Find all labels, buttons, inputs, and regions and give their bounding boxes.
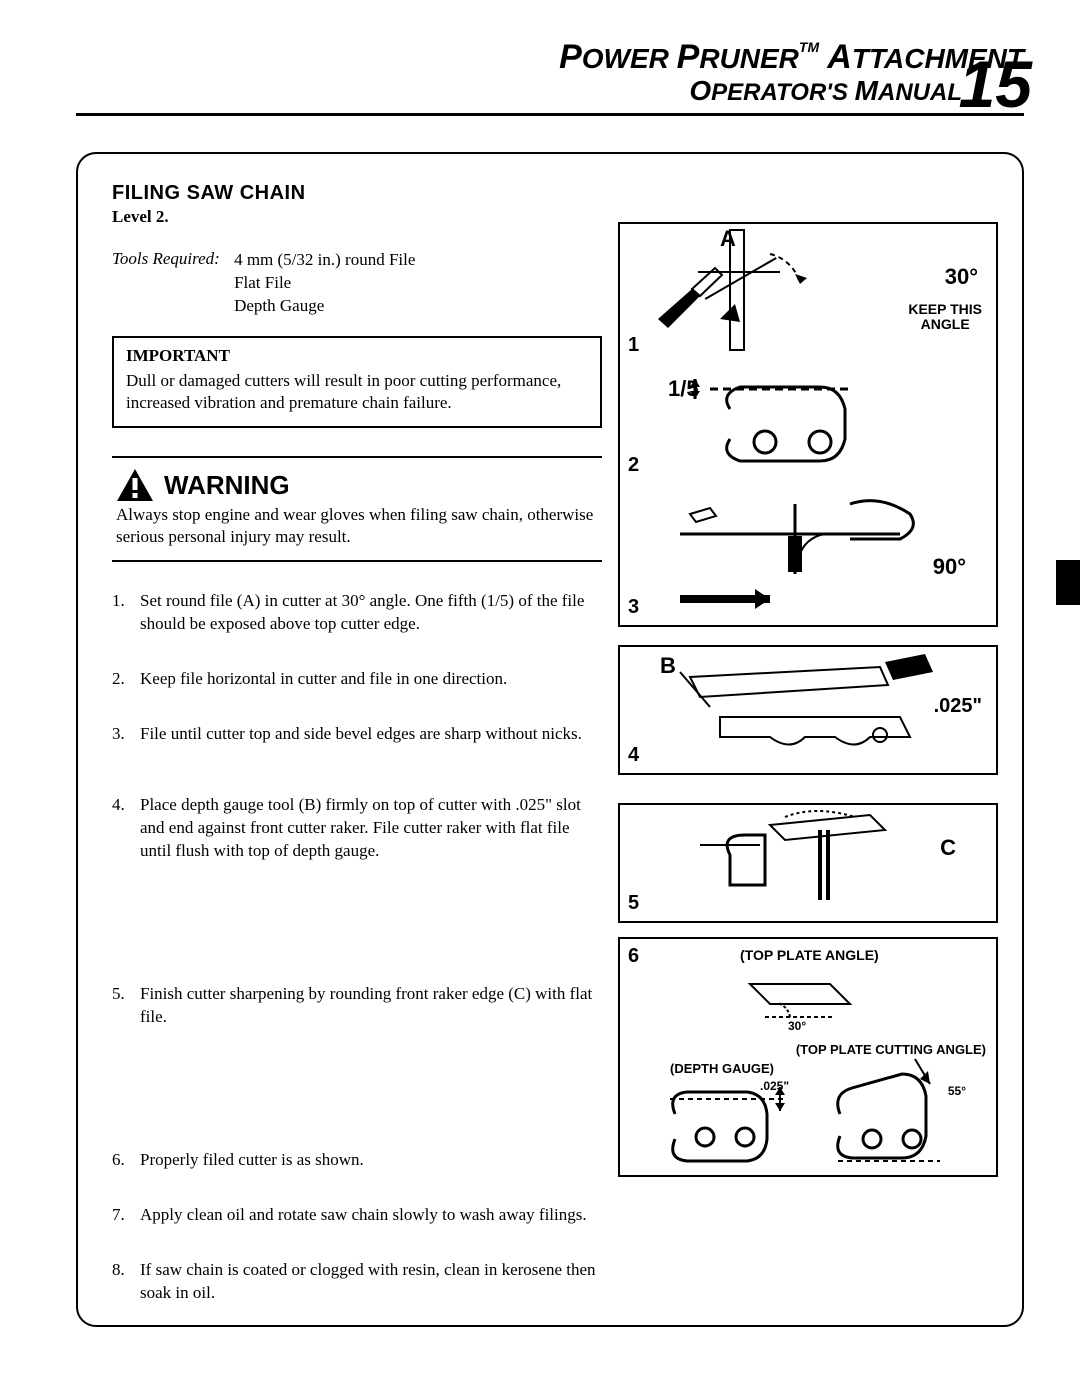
step: Apply clean oil and rotate saw chain slo… [112, 1204, 602, 1227]
warning-head: WARNING [116, 468, 598, 502]
figure-top-plate-angle: (TOP PLATE ANGLE) [740, 947, 879, 963]
steps-list: Set round file (A) in cutter at 30° angl… [112, 590, 602, 1304]
figure-angle-30: 30° [788, 1019, 806, 1033]
figure-top-plate-cutting: (TOP PLATE CUTTING ANGLE) [796, 1042, 986, 1057]
figure-number: 5 [628, 892, 639, 915]
step: If saw chain is coated or clogged with r… [112, 1259, 602, 1305]
step: Finish cutter sharpening by rounding fro… [112, 983, 602, 1029]
header-cap: P [559, 38, 582, 76]
figure-box-5: C 5 [618, 803, 998, 923]
tool-item: 4 mm (5/32 in.) round File [234, 250, 415, 269]
figure-depth-025: .025" [760, 1079, 789, 1093]
tools-required: Tools Required: 4 mm (5/32 in.) round Fi… [112, 249, 602, 318]
header-cap: O [689, 75, 711, 106]
figure-one-fifth: 1/5 [668, 376, 699, 402]
step: Keep file horizontal in cutter and file … [112, 668, 602, 691]
figure-number: 1 [628, 334, 639, 357]
step: Place depth gauge tool (B) firmly on top… [112, 794, 602, 863]
warning-box: WARNING Always stop engine and wear glov… [112, 456, 602, 562]
header-txt: PERATOR'S [711, 79, 855, 106]
tool-item: Flat File [234, 273, 291, 292]
warning-title: WARNING [164, 470, 290, 501]
figure-label-b: B [660, 653, 676, 679]
figure-depth-025: .025" [934, 695, 982, 718]
page-number: 15 [959, 46, 1032, 122]
section-level: Level 2. [112, 207, 602, 227]
figure-box-1-2-3: A 30° KEEP THIS ANGLE 1 1/5 2 90° 3 [618, 222, 998, 627]
figure-box-6: 6 (TOP PLATE ANGLE) 30° (TOP PLATE CUTTI… [618, 937, 998, 1177]
left-column: FILING SAW CHAIN Level 2. Tools Required… [112, 182, 602, 1336]
warning-icon [116, 468, 154, 502]
header-txt: OWER [582, 43, 677, 74]
figure-angle-30: 30° [945, 264, 978, 290]
figure-depth-gauge: (DEPTH GAUGE) [670, 1061, 774, 1076]
tool-item: Depth Gauge [234, 296, 324, 315]
step: Properly filed cutter is as shown. [112, 1149, 602, 1172]
tools-list: 4 mm (5/32 in.) round File Flat File Dep… [234, 249, 415, 318]
important-title: IMPORTANT [126, 346, 588, 366]
header-tm: TM [799, 39, 819, 55]
important-box: IMPORTANT Dull or damaged cutters will r… [112, 336, 602, 428]
figure-6-svg [620, 939, 996, 1175]
header-txt: RUNER [699, 43, 799, 74]
figure-label-a: A [720, 226, 736, 252]
step: File until cutter top and side bevel edg… [112, 723, 602, 746]
figure-angle-55: 55° [948, 1084, 966, 1098]
header-title-line1: POWER PRUNERTM ATTACHMENT [76, 40, 1024, 76]
header-cap: M [855, 75, 878, 106]
figure-number: 2 [628, 454, 639, 477]
figure-5-svg [620, 805, 996, 921]
step: Set round file (A) in cutter at 30° angl… [112, 590, 602, 636]
content-frame: FILING SAW CHAIN Level 2. Tools Required… [76, 152, 1024, 1327]
right-column: A 30° KEEP THIS ANGLE 1 1/5 2 90° 3 B [618, 182, 998, 1177]
figure-number: 4 [628, 744, 639, 767]
header-cap: A [819, 38, 852, 76]
tools-label: Tools Required: [112, 249, 220, 269]
figure-box-4: B .025" 4 [618, 645, 998, 775]
figure-angle-90: 90° [933, 554, 966, 580]
document-header: POWER PRUNERTM ATTACHMENT OPERATOR'S MAN… [76, 40, 1024, 105]
header-title-line2: OPERATOR'S MANUAL [76, 76, 1024, 105]
header-txt: ANUAL [878, 79, 962, 106]
warning-body: Always stop engine and wear gloves when … [116, 504, 598, 548]
header-rule [76, 113, 1024, 116]
figure-keep-angle: KEEP THIS ANGLE [908, 302, 982, 333]
figure-number: 3 [628, 596, 639, 619]
figure-label-c: C [940, 835, 956, 861]
page: POWER PRUNERTM ATTACHMENT OPERATOR'S MAN… [0, 0, 1080, 1381]
section-title: FILING SAW CHAIN [112, 182, 602, 205]
header-cap: P [677, 38, 700, 76]
figure-number: 6 [628, 945, 639, 968]
page-tab-marker [1056, 560, 1080, 605]
important-body: Dull or damaged cutters will result in p… [126, 370, 588, 414]
